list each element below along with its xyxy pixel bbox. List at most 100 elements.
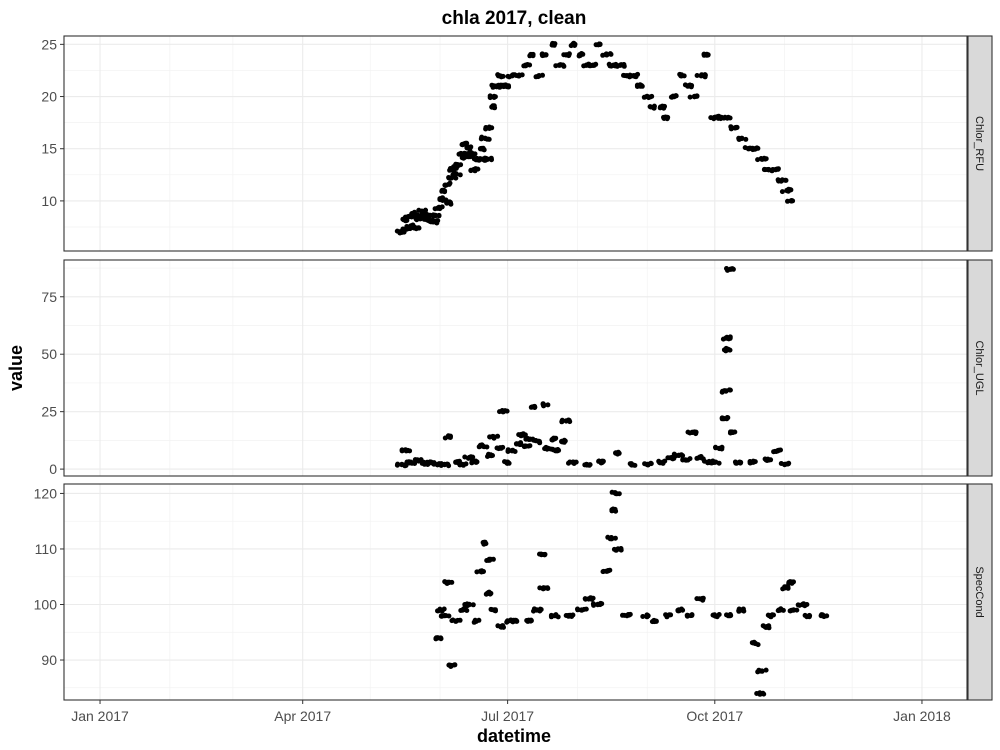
data-point — [464, 151, 470, 157]
data-point — [572, 43, 578, 48]
data-point — [694, 93, 700, 99]
data-point — [452, 662, 458, 668]
data-point — [455, 162, 460, 167]
data-point — [438, 636, 444, 642]
y-tick-label: 50 — [41, 346, 57, 362]
data-point — [719, 444, 725, 450]
data-point — [486, 589, 492, 595]
data-point — [772, 448, 778, 454]
series-points-Chlor_RFU — [394, 40, 796, 236]
data-point — [545, 586, 551, 591]
data-point — [405, 214, 411, 220]
data-point — [443, 613, 449, 619]
data-point — [528, 51, 534, 57]
data-point — [472, 168, 478, 174]
data-point — [778, 461, 784, 466]
data-point — [704, 52, 710, 58]
data-point — [449, 579, 455, 585]
x-tick-label: Oct 2017 — [686, 708, 743, 724]
y-axis-title: value — [6, 345, 26, 391]
x-tick-label: Jul 2017 — [481, 708, 534, 724]
data-point — [702, 72, 708, 78]
data-point — [778, 447, 783, 453]
facet-strip — [967, 483, 993, 701]
data-point — [601, 568, 607, 574]
data-point — [640, 614, 646, 619]
data-point — [489, 82, 495, 88]
data-point — [680, 456, 686, 462]
data-point — [526, 617, 532, 623]
data-point — [596, 41, 602, 47]
data-point — [661, 115, 667, 121]
data-point — [687, 94, 693, 100]
data-point — [494, 445, 500, 451]
data-point — [531, 606, 537, 612]
data-point — [562, 438, 568, 444]
facet-strip — [967, 259, 993, 477]
data-point — [743, 136, 749, 142]
facet-strip-label: Chlor_RFU — [973, 116, 985, 171]
data-point — [583, 606, 589, 612]
data-point — [463, 461, 469, 467]
data-point — [722, 388, 727, 394]
data-point — [409, 211, 415, 217]
y-tick-label: 25 — [41, 404, 57, 420]
data-point — [763, 667, 769, 673]
data-point — [599, 601, 605, 607]
data-point — [527, 62, 533, 68]
data-point — [400, 226, 406, 232]
data-point — [563, 613, 569, 618]
data-point — [486, 136, 492, 142]
data-point — [721, 347, 727, 353]
y-tick-label: 25 — [41, 36, 57, 52]
data-point — [757, 690, 763, 696]
data-point — [713, 445, 719, 451]
data-point — [463, 607, 468, 613]
data-point — [637, 82, 643, 88]
data-point — [434, 462, 440, 468]
y-tick-label: 20 — [41, 89, 57, 105]
data-point — [537, 551, 542, 557]
data-point — [442, 189, 448, 195]
data-point — [468, 151, 474, 157]
data-point — [447, 662, 452, 668]
data-point — [457, 172, 463, 178]
data-point — [532, 403, 538, 409]
data-point — [758, 668, 763, 674]
data-point — [752, 459, 758, 465]
data-point — [443, 182, 449, 188]
y-tick-label: 75 — [41, 289, 57, 305]
y-tick-label: 100 — [34, 596, 58, 612]
data-point — [445, 461, 451, 467]
y-tick-label: 15 — [41, 141, 57, 157]
data-point — [721, 115, 727, 121]
data-point — [488, 606, 494, 612]
data-point — [553, 448, 558, 454]
data-point — [570, 612, 576, 618]
data-point — [732, 429, 738, 435]
data-point — [404, 459, 410, 465]
data-point — [684, 612, 690, 618]
data-point — [467, 145, 473, 150]
data-point — [769, 612, 775, 618]
data-point — [605, 534, 611, 540]
data-point — [566, 51, 572, 57]
data-point — [504, 460, 510, 466]
data-point — [728, 126, 734, 132]
facet-panels: 10 15 20 25 Chlor_RFU 0 25 50 75 Chlor_UGL 90 100 11… — [34, 35, 993, 701]
data-point — [700, 597, 706, 603]
data-point — [806, 613, 812, 619]
data-point — [600, 52, 606, 58]
data-point — [797, 602, 802, 608]
data-point — [581, 63, 587, 69]
series-points-Chlor_UGL — [394, 266, 792, 469]
data-point — [779, 189, 785, 195]
data-point — [656, 458, 662, 464]
data-point — [468, 168, 474, 174]
data-point — [673, 93, 679, 99]
data-point — [694, 73, 700, 78]
data-point — [495, 623, 501, 629]
data-point — [543, 444, 549, 450]
data-point — [559, 419, 565, 425]
